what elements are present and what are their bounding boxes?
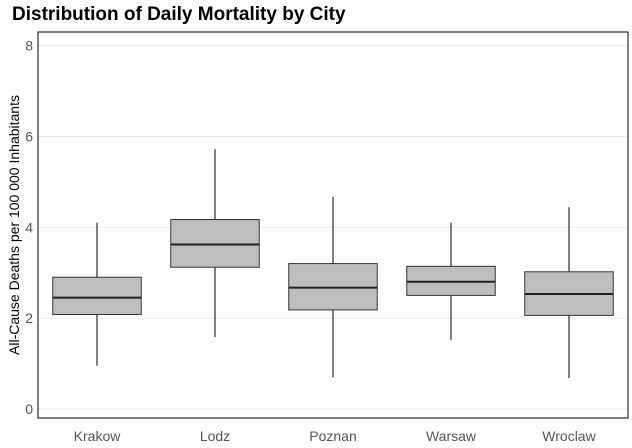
panel-border <box>37 31 629 419</box>
y-tick-label: 2 <box>25 310 33 326</box>
x-tick-label: Poznan <box>309 428 356 444</box>
y-tick-label: 6 <box>25 128 33 144</box>
iqr-box <box>170 219 260 268</box>
y-axis-label: All-Cause Deaths per 100 000 Inhabitants <box>6 95 22 355</box>
iqr-box <box>52 276 142 315</box>
boxplot-poznan <box>288 196 378 378</box>
boxplot-warsaw <box>406 222 496 340</box>
chart-title: Distribution of Daily Mortality by City <box>12 4 346 25</box>
y-tick-label: 4 <box>25 219 33 235</box>
y-tick-label: 0 <box>25 401 33 417</box>
y-axis-ticks: 0 2 4 6 8 <box>25 38 33 417</box>
x-axis-ticks: Krakow Lodz Poznan Warsaw Wroclaw <box>74 428 597 444</box>
x-tick-label: Krakow <box>74 428 122 444</box>
x-tick-label: Lodz <box>200 428 230 444</box>
boxplot-lodz <box>170 149 260 338</box>
boxplots <box>52 149 614 379</box>
boxplot-wroclaw <box>524 207 614 379</box>
x-tick-label: Wroclaw <box>542 428 596 444</box>
y-tick-label: 8 <box>25 38 33 54</box>
boxplot-krakow <box>52 222 142 366</box>
x-tick-label: Warsaw <box>426 428 477 444</box>
